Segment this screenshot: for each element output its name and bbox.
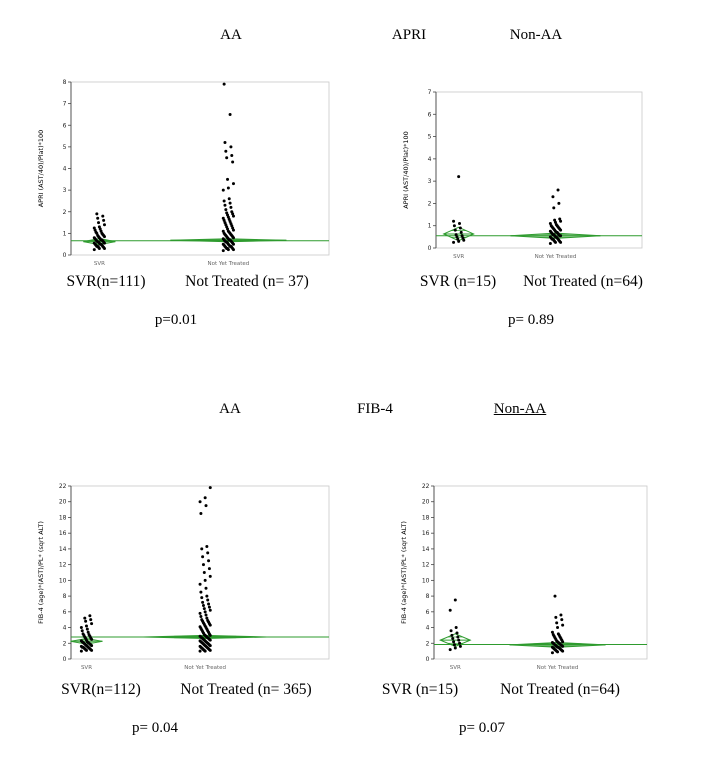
- panel-title-apri-nonaa: Non-AA: [509, 27, 563, 43]
- svg-text:FIB-4 (age)*(AST)/PL* (sqrt AL: FIB-4 (age)*(AST)/PL* (sqrt ALT): [400, 521, 408, 624]
- fib4-aa-plot: 0 2 4 6 8 10 12 14 16 18 20 22 FIB-4 (age)*(AST)/PL*…: [37, 483, 330, 671]
- svg-text:6: 6: [63, 122, 67, 129]
- svg-text:20: 20: [422, 499, 430, 506]
- p-value-apri-aa: p=0.01: [154, 312, 198, 328]
- svg-text:5: 5: [63, 144, 67, 151]
- group-label-fib4-nonaa-nottreated: Not Treated (n=64): [500, 681, 620, 698]
- svg-text:FIB-4 (age)*(AST)/PL* (sqrt AL: FIB-4 (age)*(AST)/PL* (sqrt ALT): [37, 521, 45, 624]
- svg-text:2: 2: [428, 200, 432, 207]
- svg-text:20: 20: [59, 499, 67, 506]
- svg-text:1: 1: [428, 223, 432, 230]
- svg-text:22: 22: [422, 483, 430, 490]
- group-label-apri-aa-nottreated: Not Treated (n= 37): [185, 273, 309, 290]
- metric-title-apri: APRI: [391, 27, 427, 43]
- svg-text:2: 2: [63, 640, 67, 647]
- svg-text:4: 4: [63, 625, 67, 632]
- apri-nonaa-plot: 0 1 2 3 4 5 6 7 APRI (AST/40)/Plat)*100 SVR Not Ye…: [402, 89, 643, 260]
- svg-text:0: 0: [63, 252, 67, 259]
- group-label-fib4-nonaa-svr: SVR (n=15): [381, 681, 459, 698]
- svg-text:4: 4: [428, 156, 432, 163]
- apri-aa-plot: 0 1 2 3 4 5 6 7 8 APRI (AST/40)/Plat)*100 SVR Not Y…: [37, 79, 330, 267]
- svg-text:SVR: SVR: [453, 254, 464, 260]
- svg-text:SVR: SVR: [81, 665, 92, 671]
- svg-text:12: 12: [422, 562, 430, 569]
- panel-title-apri-aa: AA: [220, 27, 242, 43]
- svg-text:8: 8: [426, 593, 430, 600]
- svg-text:10: 10: [59, 577, 67, 584]
- svg-text:14: 14: [59, 546, 67, 553]
- svg-text:APRI (AST/40)/Plat)*100: APRI (AST/40)/Plat)*100: [37, 130, 45, 208]
- p-value-fib4-aa: p= 0.04: [132, 720, 178, 736]
- svg-text:6: 6: [63, 609, 67, 616]
- svg-text:0: 0: [428, 245, 432, 252]
- group-label-fib4-aa-nottreated: Not Treated (n= 365): [180, 681, 312, 698]
- svg-text:22: 22: [59, 483, 67, 490]
- svg-text:2: 2: [426, 640, 430, 647]
- metric-title-fib4: FIB-4: [357, 401, 393, 417]
- svg-text:Not Yet Treated: Not Yet Treated: [207, 261, 249, 267]
- svg-text:SVR: SVR: [94, 261, 105, 267]
- svg-text:SVR: SVR: [450, 665, 461, 671]
- fib4-nonaa-plot: 0 2 4 6 8 10 12 14 16 18 20 22 FIB-4 (age)*(AST)/PL*…: [400, 483, 648, 671]
- svg-text:6: 6: [428, 111, 432, 118]
- svg-text:Not Yet Treated: Not Yet Treated: [535, 254, 577, 260]
- svg-text:1: 1: [63, 230, 67, 237]
- svg-text:Not Yet Treated: Not Yet Treated: [184, 665, 226, 671]
- svg-text:3: 3: [63, 187, 67, 194]
- svg-text:16: 16: [59, 530, 67, 537]
- svg-text:10: 10: [422, 577, 430, 584]
- svg-text:18: 18: [422, 514, 430, 521]
- svg-text:4: 4: [63, 166, 67, 173]
- svg-text:Not Yet Treated: Not Yet Treated: [537, 665, 579, 671]
- svg-text:0: 0: [426, 656, 430, 663]
- svg-text:APRI (AST/40)/Plat)*100: APRI (AST/40)/Plat)*100: [402, 131, 410, 209]
- svg-text:0: 0: [63, 656, 67, 663]
- svg-text:12: 12: [59, 562, 67, 569]
- svg-text:14: 14: [422, 546, 430, 553]
- group-label-fib4-aa-svr: SVR(n=112): [61, 681, 141, 698]
- svg-text:4: 4: [426, 625, 430, 632]
- group-label-apri-nonaa-nottreated: Not Treated (n=64): [523, 273, 643, 290]
- svg-text:7: 7: [63, 101, 67, 108]
- group-label-apri-nonaa-svr: SVR (n=15): [419, 273, 497, 290]
- svg-text:8: 8: [63, 593, 67, 600]
- p-value-apri-nonaa: p= 0.89: [508, 312, 554, 328]
- svg-text:6: 6: [426, 609, 430, 616]
- svg-text:5: 5: [428, 134, 432, 141]
- p-value-fib4-nonaa: p= 0.07: [459, 720, 505, 736]
- panel-title-fib4-aa: AA: [219, 401, 241, 417]
- panel-title-fib4-nonaa: Non-AA: [493, 401, 547, 417]
- svg-text:8: 8: [63, 79, 67, 86]
- svg-text:7: 7: [428, 89, 432, 96]
- svg-text:2: 2: [63, 209, 67, 216]
- group-label-apri-aa-svr: SVR(n=111): [66, 273, 146, 290]
- svg-text:16: 16: [422, 530, 430, 537]
- svg-text:3: 3: [428, 178, 432, 185]
- svg-text:18: 18: [59, 514, 67, 521]
